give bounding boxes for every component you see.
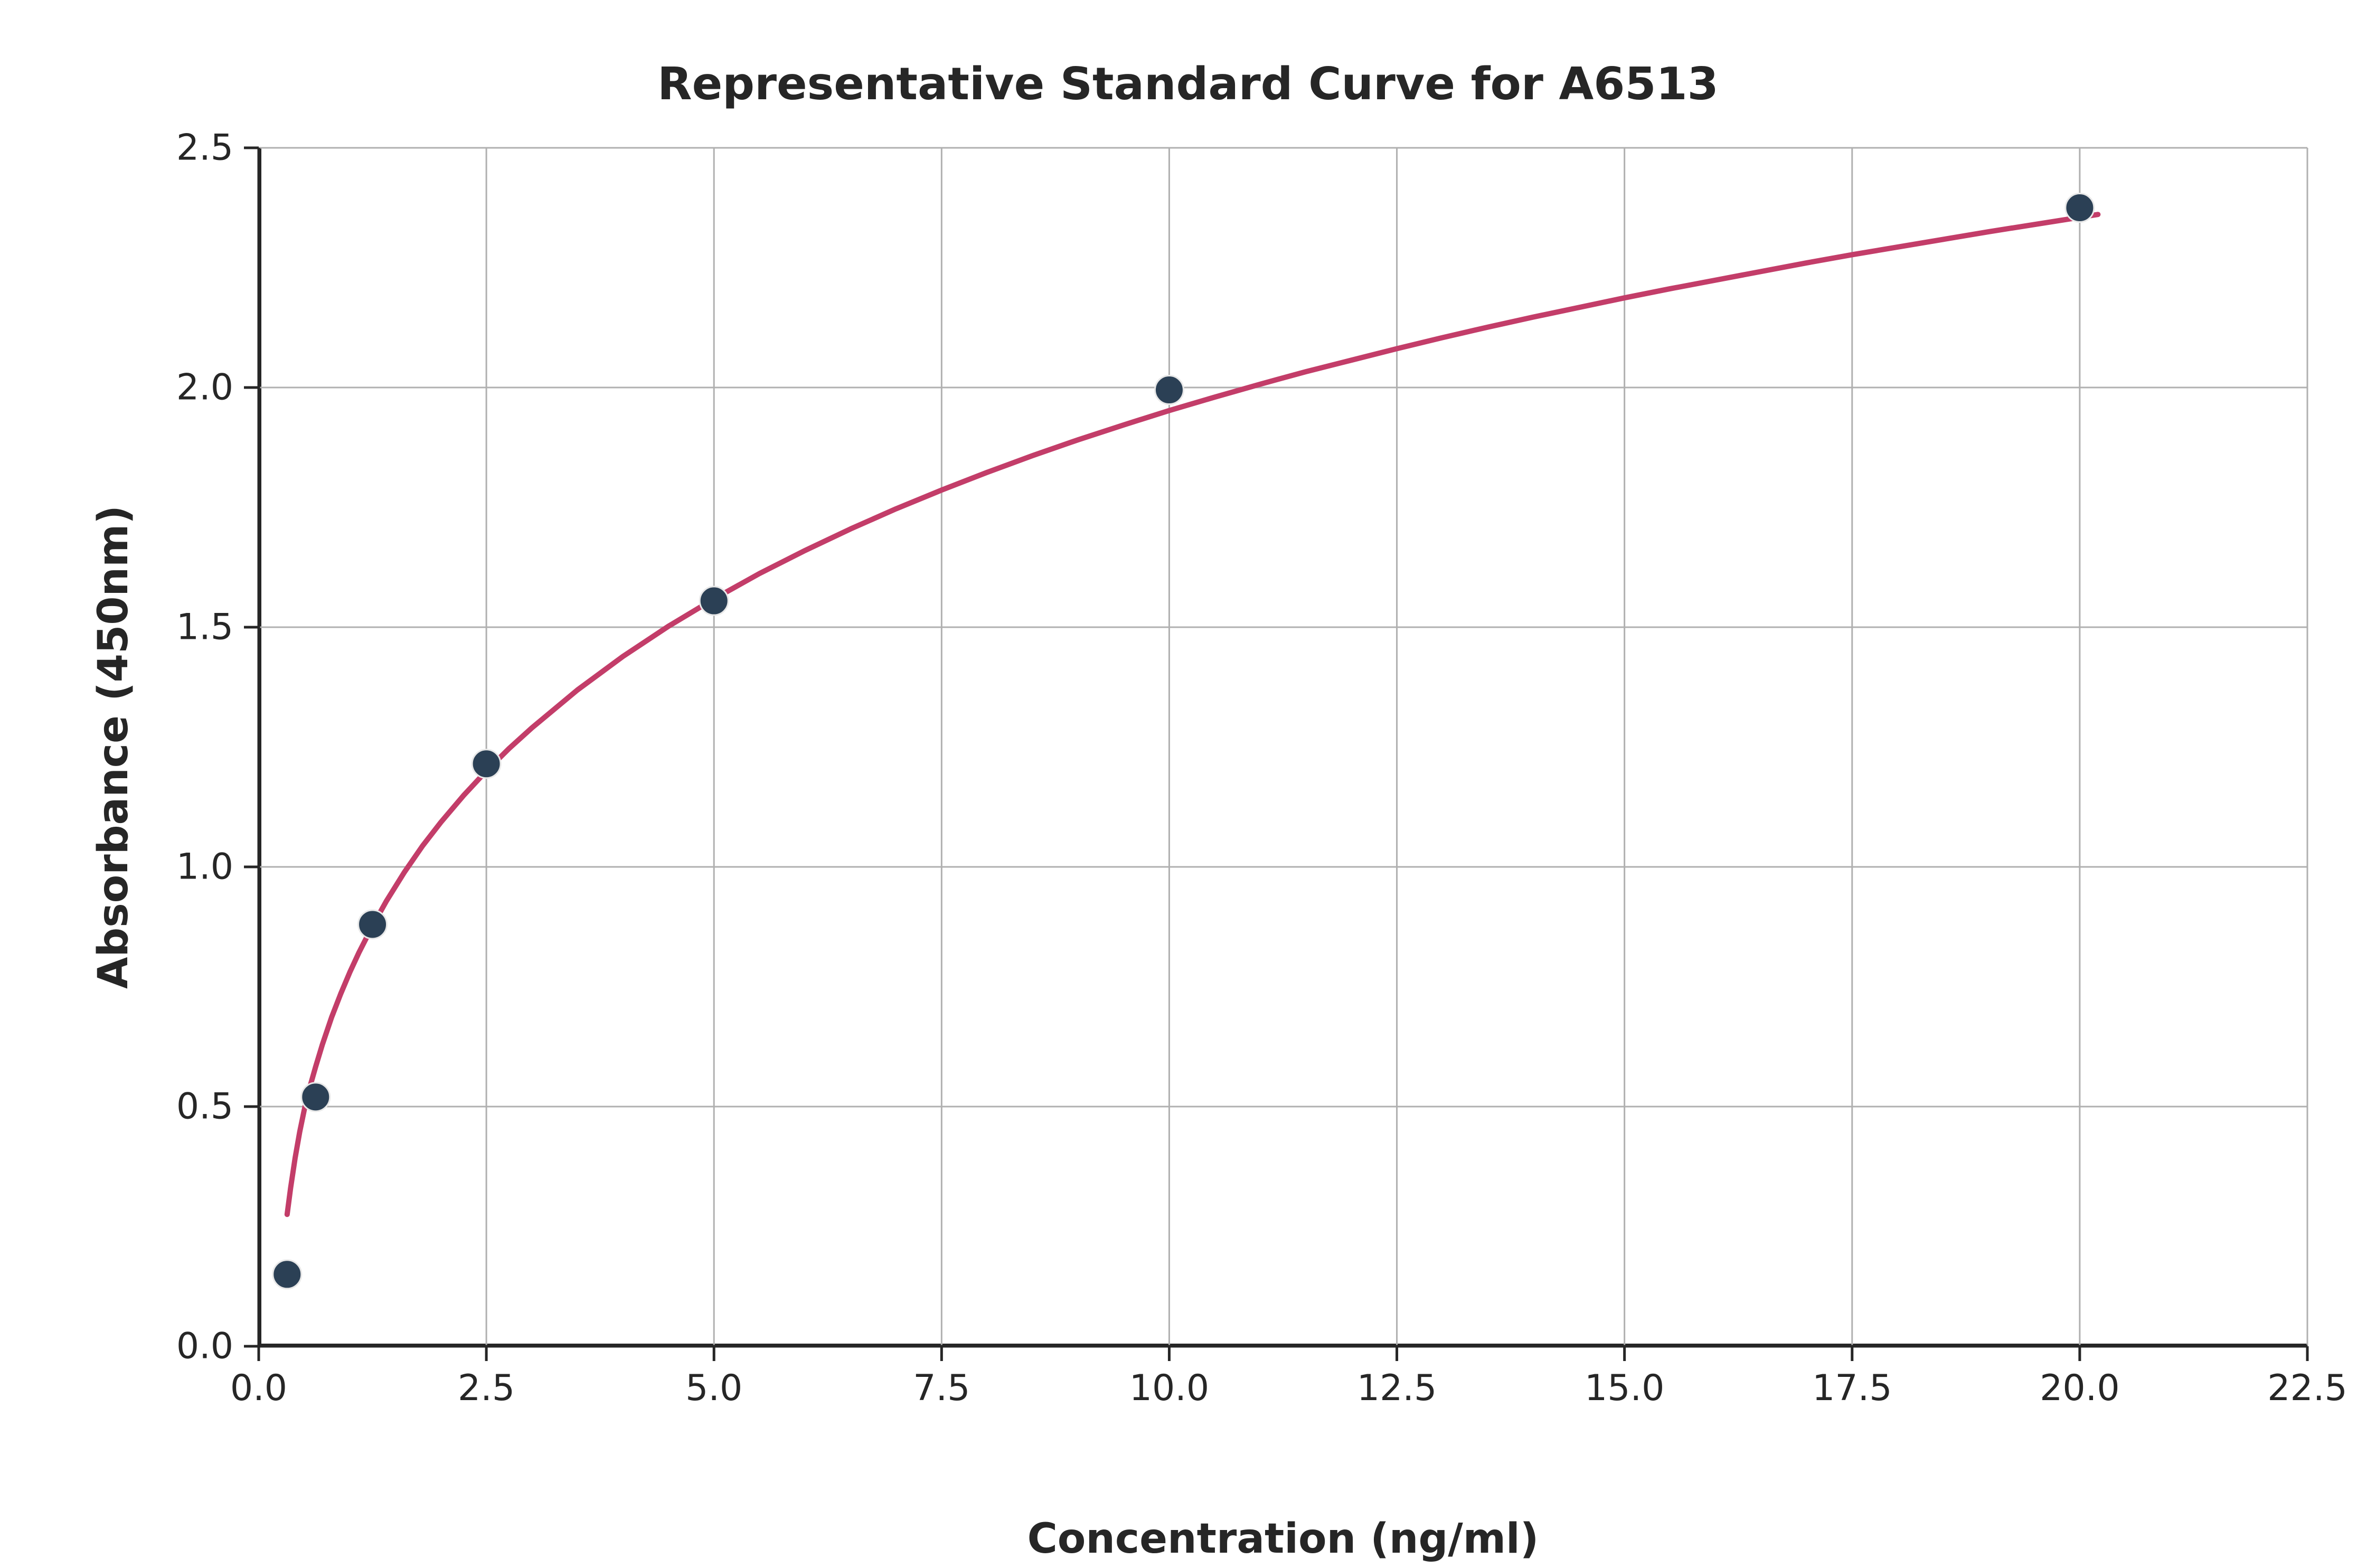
plot-svg	[0, 0, 2376, 1568]
x-tick-label: 0.0	[230, 1367, 287, 1409]
x-tick-label: 12.5	[1357, 1367, 1437, 1409]
y-axis-label: Absorbance (450nm)	[90, 148, 137, 1346]
x-tick-label: 2.5	[458, 1367, 515, 1409]
x-tick-label: 7.5	[913, 1367, 970, 1409]
x-tick-label: 22.5	[2267, 1367, 2347, 1409]
y-tick-label: 0.5	[170, 1086, 233, 1128]
x-tick-label: 20.0	[2040, 1367, 2119, 1409]
y-tick-label: 0.0	[170, 1326, 233, 1367]
x-tick-label: 10.0	[1129, 1367, 1209, 1409]
chart-container: Representative Standard Curve for A6513 …	[0, 0, 2376, 1568]
x-tick-label: 17.5	[1812, 1367, 1892, 1409]
y-tick-label: 1.5	[170, 607, 233, 648]
y-tick-label: 2.0	[170, 367, 233, 409]
x-axis-label: Concentration (ng/ml)	[259, 1515, 2307, 1563]
x-tick-label: 5.0	[685, 1367, 742, 1409]
y-tick-label: 2.5	[170, 127, 233, 169]
x-tick-label: 15.0	[1585, 1367, 1664, 1409]
y-tick-label: 1.0	[170, 846, 233, 888]
